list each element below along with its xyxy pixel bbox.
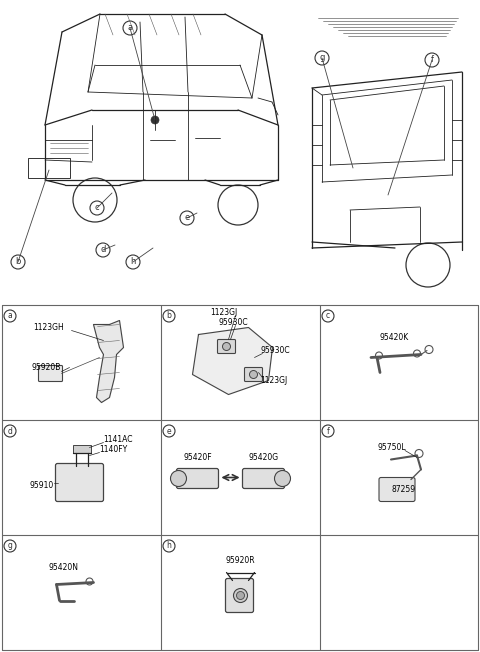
Text: 95910: 95910 xyxy=(29,481,53,490)
Circle shape xyxy=(223,342,230,351)
Text: 95420F: 95420F xyxy=(183,453,212,462)
Circle shape xyxy=(170,471,187,486)
Text: a: a xyxy=(127,23,132,33)
Text: h: h xyxy=(167,542,171,550)
Text: 95750L: 95750L xyxy=(377,443,406,452)
Text: 1123GH: 1123GH xyxy=(34,323,64,332)
FancyBboxPatch shape xyxy=(177,469,218,488)
Text: g: g xyxy=(319,53,324,63)
Text: c: c xyxy=(95,203,99,213)
FancyBboxPatch shape xyxy=(226,578,253,612)
Text: e: e xyxy=(184,213,190,222)
Circle shape xyxy=(275,471,290,486)
Text: a: a xyxy=(8,312,12,321)
Bar xyxy=(28,158,70,178)
Circle shape xyxy=(233,589,248,602)
Text: c: c xyxy=(326,312,330,321)
Polygon shape xyxy=(94,321,123,402)
FancyBboxPatch shape xyxy=(38,366,62,381)
Text: 95920B: 95920B xyxy=(32,363,61,372)
Text: d: d xyxy=(100,246,106,254)
Text: 95420G: 95420G xyxy=(249,453,278,462)
Text: g: g xyxy=(8,542,12,550)
Text: 87259: 87259 xyxy=(392,485,416,494)
Text: f: f xyxy=(431,55,433,65)
Text: 95930C: 95930C xyxy=(261,346,290,355)
FancyBboxPatch shape xyxy=(244,368,263,381)
Text: b: b xyxy=(15,258,21,267)
Text: 95420N: 95420N xyxy=(48,563,79,572)
Text: h: h xyxy=(130,258,136,267)
Text: e: e xyxy=(167,426,171,436)
FancyBboxPatch shape xyxy=(379,477,415,501)
FancyBboxPatch shape xyxy=(217,340,236,353)
FancyBboxPatch shape xyxy=(72,445,91,452)
Circle shape xyxy=(237,591,244,599)
Text: 95920R: 95920R xyxy=(226,556,255,565)
Text: d: d xyxy=(8,426,12,436)
Text: 1123GJ: 1123GJ xyxy=(261,376,288,385)
Text: 1141AC: 1141AC xyxy=(104,435,133,444)
FancyBboxPatch shape xyxy=(56,464,104,501)
Text: 95420K: 95420K xyxy=(379,333,408,342)
Text: 1140FY: 1140FY xyxy=(99,445,128,454)
Text: f: f xyxy=(326,426,329,436)
FancyBboxPatch shape xyxy=(242,469,285,488)
Text: b: b xyxy=(167,312,171,321)
Text: 95930C: 95930C xyxy=(218,318,248,327)
Circle shape xyxy=(250,370,257,379)
Text: 1123GJ: 1123GJ xyxy=(211,308,238,317)
Polygon shape xyxy=(192,327,273,394)
Circle shape xyxy=(151,116,159,124)
